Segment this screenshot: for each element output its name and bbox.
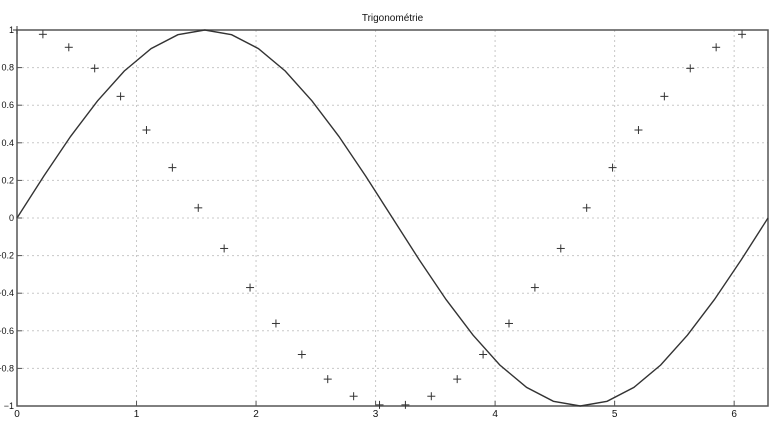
plus-marker (375, 400, 384, 409)
plus-marker (712, 43, 721, 52)
plus-marker (349, 392, 358, 401)
plus-marker (142, 126, 151, 135)
cosine-markers (13, 26, 747, 409)
plus-marker (453, 375, 462, 384)
y-tick-label: −0.6 (0, 326, 14, 336)
plus-marker (38, 30, 47, 39)
plus-marker (634, 126, 643, 135)
plus-marker (168, 163, 177, 172)
plus-marker (427, 392, 436, 401)
x-tick-label: 3 (373, 409, 379, 420)
plus-marker (246, 283, 255, 292)
plus-marker (738, 30, 747, 39)
y-tick-label: 0.4 (1, 138, 14, 148)
plus-marker (556, 244, 565, 253)
y-tick-label: 0.2 (1, 175, 14, 185)
x-tick-label: 1 (134, 409, 140, 420)
y-tick-label: 1 (9, 25, 14, 35)
y-tick-label: −0.2 (0, 251, 14, 261)
plus-marker (582, 203, 591, 212)
y-tick-label: 0.8 (1, 63, 14, 73)
plus-marker (686, 64, 695, 73)
plus-marker (608, 163, 617, 172)
plus-marker (530, 283, 539, 292)
plus-marker (220, 244, 229, 253)
x-tick-label: 6 (731, 409, 737, 420)
sine-curve (16, 29, 769, 407)
x-tick-label: 4 (492, 409, 498, 420)
series-layer (13, 26, 769, 409)
plus-marker (401, 400, 410, 409)
plus-marker (660, 92, 669, 101)
y-tick-labels: −1 −0.8 −0.6 −0.4 −0.2 0 0.2 0.4 0.6 0.8 1 (0, 25, 22, 411)
x-tick-label: 5 (612, 409, 618, 420)
plus-marker (64, 43, 73, 52)
plus-marker (479, 350, 488, 359)
y-tick-label: 0 (9, 213, 14, 223)
x-tick-label: 2 (253, 409, 259, 420)
x-tick-labels: 0 1 2 3 4 5 6 (14, 401, 737, 420)
y-tick-label: −0.8 (0, 363, 14, 373)
plus-marker (90, 64, 99, 73)
plus-marker (504, 319, 513, 328)
plus-marker (116, 92, 125, 101)
plus-marker (297, 350, 306, 359)
plus-marker (194, 203, 203, 212)
plus-marker (271, 319, 280, 328)
y-tick-label: −0.4 (0, 288, 14, 298)
y-tick-label: −1 (4, 401, 14, 411)
plus-marker (323, 375, 332, 384)
x-tick-label: 0 (14, 409, 20, 420)
chart-title: Trigonométrie (362, 13, 424, 24)
y-tick-label: 0.6 (1, 100, 14, 110)
